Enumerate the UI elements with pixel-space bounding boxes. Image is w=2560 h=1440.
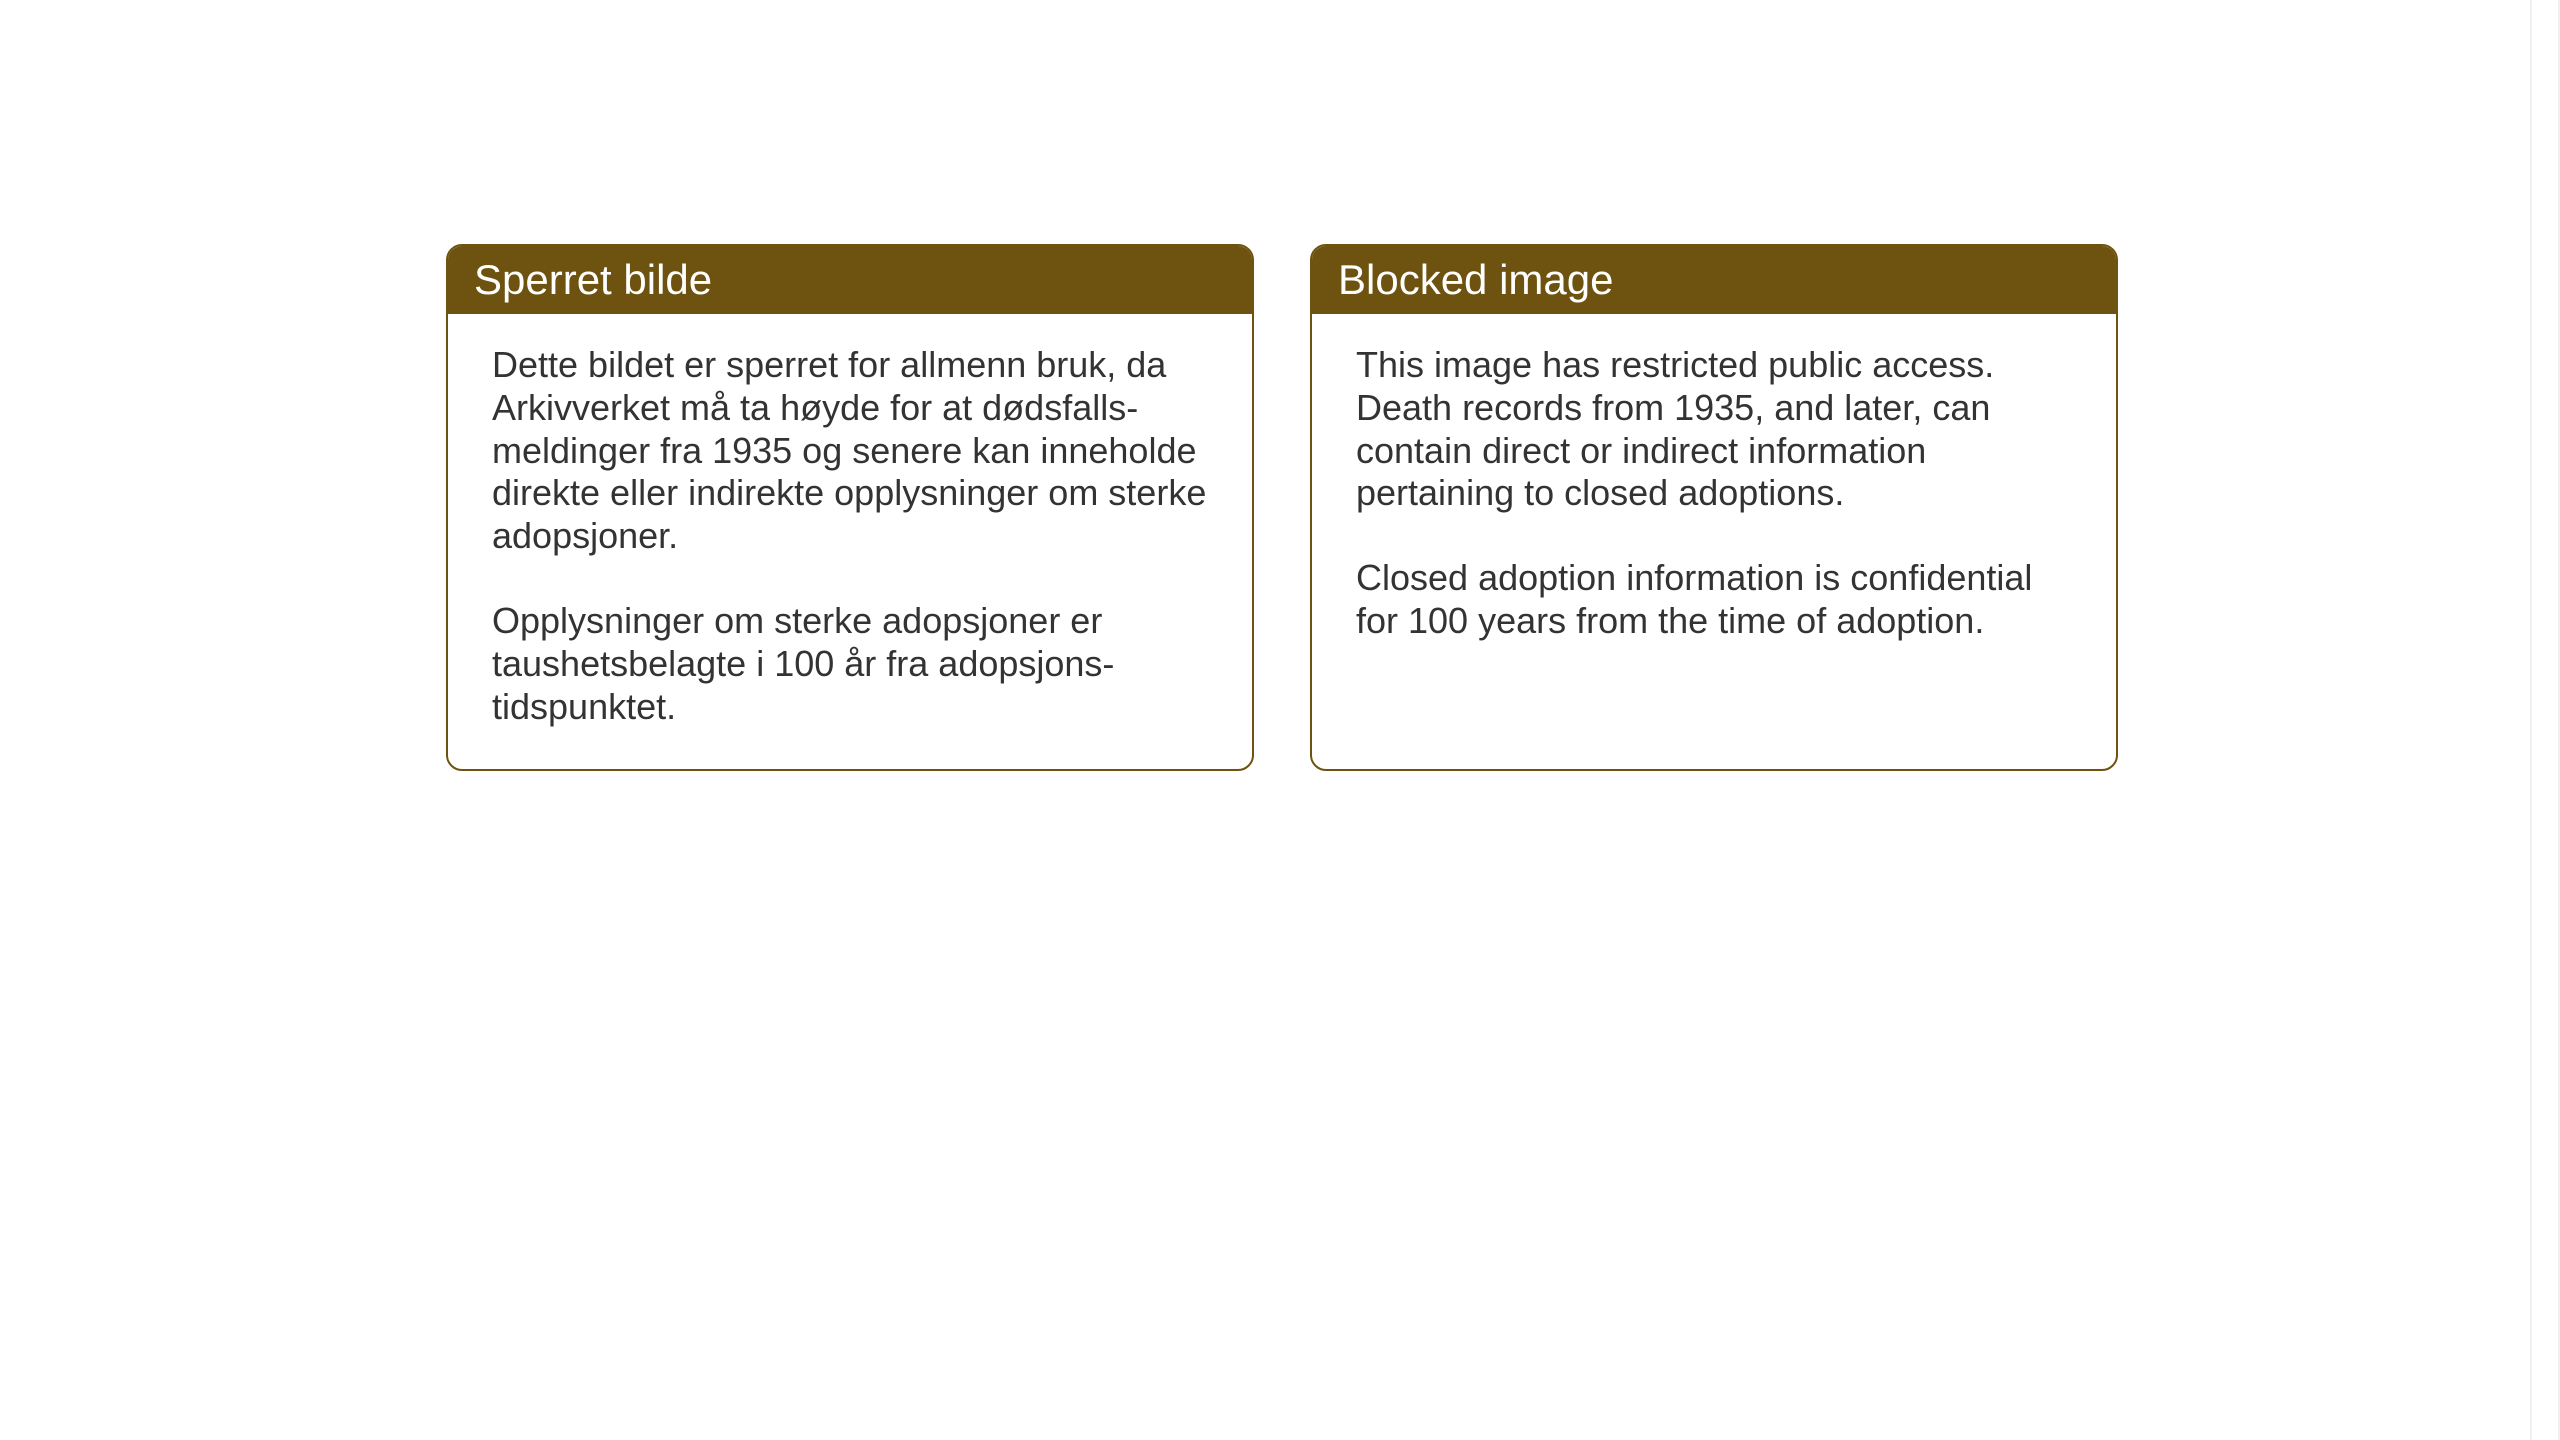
notice-card-norwegian: Sperret bilde Dette bildet er sperret fo… [446, 244, 1254, 771]
notice-paragraph-english-1: This image has restricted public access.… [1356, 344, 2072, 515]
notice-card-english: Blocked image This image has restricted … [1310, 244, 2118, 771]
scrollbar-track[interactable] [2530, 0, 2560, 1440]
notice-body-norwegian: Dette bildet er sperret for allmenn bruk… [448, 314, 1252, 769]
notice-header-norwegian: Sperret bilde [448, 246, 1252, 314]
scrollbar-thumb[interactable] [2532, 0, 2558, 1440]
notice-paragraph-norwegian-1: Dette bildet er sperret for allmenn bruk… [492, 344, 1208, 558]
notice-container: Sperret bilde Dette bildet er sperret fo… [446, 244, 2118, 771]
notice-header-english: Blocked image [1312, 246, 2116, 314]
notice-paragraph-norwegian-2: Opplysninger om sterke adopsjoner er tau… [492, 600, 1208, 728]
notice-body-english: This image has restricted public access.… [1312, 314, 2116, 754]
notice-title-english: Blocked image [1338, 256, 1613, 303]
notice-paragraph-english-2: Closed adoption information is confident… [1356, 557, 2072, 643]
notice-title-norwegian: Sperret bilde [474, 256, 712, 303]
